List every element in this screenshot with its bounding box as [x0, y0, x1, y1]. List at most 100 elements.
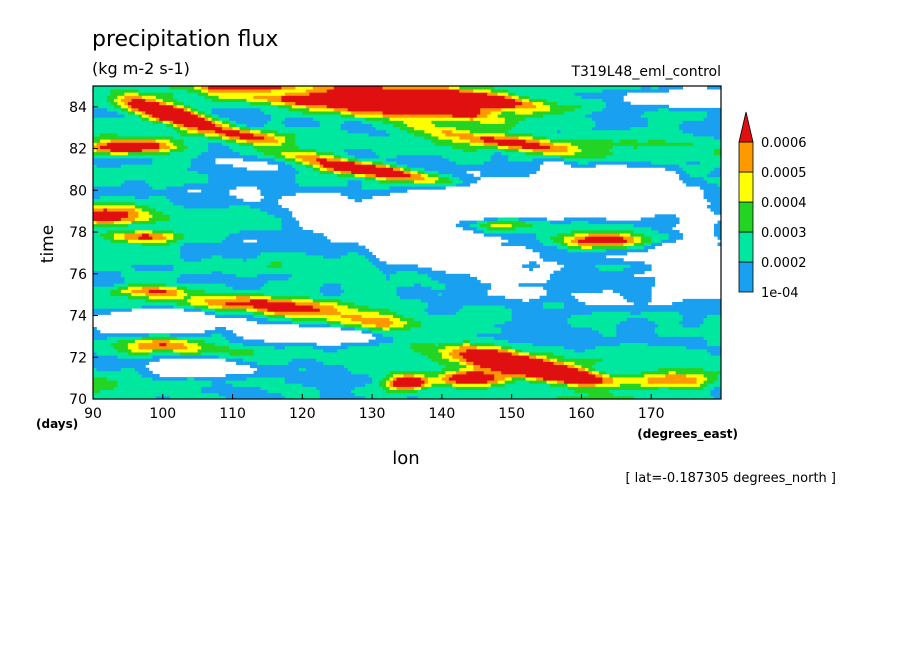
heatmap-cell: [113, 386, 202, 391]
heatmap-cell: [93, 348, 118, 353]
heatmap-cell: [124, 179, 146, 184]
heatmap-cell: [574, 348, 586, 353]
heatmap-cell: [93, 298, 146, 303]
heatmap-cell: [570, 323, 617, 328]
heatmap-cell: [166, 342, 185, 347]
heatmap-cell: [584, 114, 642, 118]
heatmap-cell: [431, 120, 481, 124]
heatmap-cell: [291, 273, 387, 278]
heatmap-cell: [93, 126, 174, 131]
heatmap-cell: [647, 377, 697, 381]
heatmap-cell: [518, 120, 596, 124]
heatmap-cell: [379, 154, 397, 159]
heatmap-cell: [497, 114, 544, 118]
heatmap-cell: [389, 370, 446, 375]
heatmap-cell: [445, 364, 467, 369]
heatmap-cell: [490, 89, 509, 93]
heatmap-cell: [354, 301, 429, 306]
heatmap-cell: [201, 386, 261, 391]
heatmap-cell: [361, 320, 394, 325]
heatmap-cell: [236, 295, 251, 300]
heatmap-cell: [152, 339, 171, 344]
heatmap-cell: [197, 92, 209, 96]
heatmap-cell: [466, 348, 499, 353]
heatmap-cell: [455, 126, 513, 131]
heatmap-cell: [626, 245, 645, 250]
heatmap-cell: [323, 255, 342, 259]
heatmap-cell: [668, 107, 721, 112]
heatmap-cell: [539, 239, 554, 243]
heatmap-cell: [148, 195, 167, 200]
heatmap-cell: [225, 139, 237, 143]
heatmap-cell: [260, 129, 279, 134]
heatmap-cell: [441, 355, 453, 359]
heatmap-cell: [141, 286, 160, 290]
heatmap-cell: [127, 295, 150, 300]
heatmap-cell: [546, 136, 715, 140]
heatmap-cell: [619, 292, 652, 297]
heatmap-cell: [180, 132, 206, 137]
heatmap-cell: [700, 186, 721, 190]
heatmap-cell: [166, 123, 174, 128]
heatmap-cell: [525, 245, 558, 250]
heatmap-cell: [295, 173, 338, 178]
heatmap-cell: [490, 383, 506, 387]
heatmap-cell: [389, 164, 397, 168]
heatmap-cell: [250, 101, 272, 106]
heatmap-cell: [267, 314, 286, 319]
heatmap-cell: [679, 164, 721, 168]
heatmap-cell: [494, 373, 527, 378]
heatmap-cell: [361, 179, 380, 184]
heatmap-cell: [134, 201, 174, 206]
heatmap-cell: [668, 386, 704, 391]
heatmap-cell: [532, 101, 544, 106]
heatmap-cell: [243, 258, 247, 262]
heatmap-cell: [522, 101, 533, 106]
heatmap-cell: [396, 164, 408, 168]
heatmap-cell: [229, 120, 237, 124]
heatmap-cell: [176, 104, 185, 109]
heatmap-cell: [295, 301, 321, 306]
heatmap-cell: [536, 236, 551, 240]
heatmap-cell: [110, 148, 143, 153]
heatmap-cell: [434, 179, 453, 184]
heatmap-cell: [372, 148, 464, 153]
heatmap-cell: [211, 270, 223, 275]
heatmap-cell: [93, 148, 97, 153]
heatmap-cell: [494, 151, 502, 156]
heatmap-cell: [529, 267, 533, 272]
heatmap-cell: [703, 195, 721, 200]
heatmap-cell: [333, 107, 349, 112]
heatmap-cell: [675, 170, 687, 175]
heatmap-cell: [208, 305, 223, 309]
heatmap-cell: [564, 161, 579, 165]
heatmap-cell: [312, 298, 342, 303]
heatmap-cell: [93, 333, 150, 337]
heatmap-cell: [389, 186, 446, 190]
heatmap-cell: [162, 120, 171, 124]
heatmap-cell: [424, 176, 439, 181]
heatmap-cell: [93, 311, 111, 315]
heatmap-cell: [173, 305, 195, 309]
heatmap-cell: [581, 95, 624, 99]
heatmap-cell: [270, 117, 286, 121]
heatmap-cell: [250, 295, 272, 300]
heatmap-cell: [427, 173, 439, 178]
heatmap-cell: [187, 167, 247, 171]
heatmap-cell: [187, 89, 202, 93]
heatmap-cell: [204, 311, 216, 315]
heatmap-cell: [438, 176, 450, 181]
heatmap-cell: [281, 98, 516, 103]
heatmap-cell: [459, 89, 474, 93]
heatmap-cell: [141, 233, 150, 237]
heatmap-cell: [504, 377, 513, 381]
heatmap-cell: [598, 370, 607, 375]
heatmap-cell: [557, 245, 568, 250]
heatmap-cell: [93, 183, 122, 187]
heatmap-cell: [110, 292, 132, 297]
heatmap-cell: [302, 383, 366, 387]
heatmap-cell: [183, 101, 251, 106]
heatmap-cell: [497, 92, 509, 96]
x-tick-label: 160: [568, 406, 595, 422]
heatmap-cell: [564, 301, 586, 306]
